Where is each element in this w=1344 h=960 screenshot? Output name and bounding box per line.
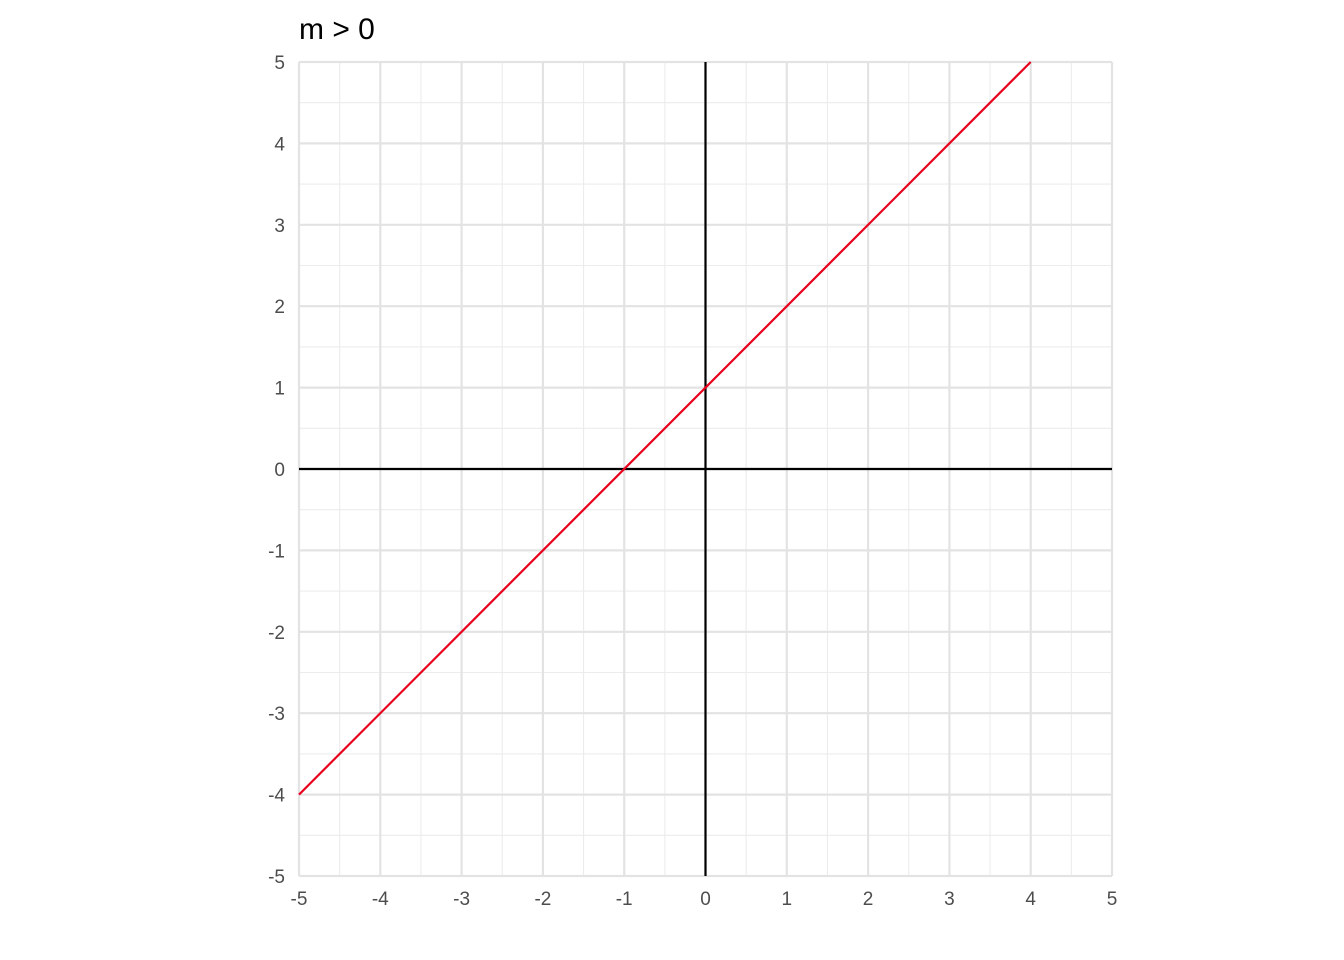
y-tick-label: 5	[274, 53, 285, 74]
y-tick-label: 1	[274, 379, 285, 400]
y-tick-label: 4	[274, 134, 285, 155]
x-tick-label: 1	[782, 889, 793, 910]
y-tick-label: -3	[268, 704, 285, 725]
x-tick-label: -4	[372, 889, 389, 910]
x-tick-label: -1	[616, 889, 633, 910]
x-tick-label: 4	[1025, 889, 1036, 910]
y-tick-label: 3	[274, 216, 285, 237]
y-tick-label: -5	[268, 867, 285, 888]
y-tick-label: -2	[268, 623, 285, 644]
x-tick-label: 3	[944, 889, 955, 910]
x-tick-label: -5	[291, 889, 308, 910]
axis-lines	[299, 62, 1112, 876]
x-tick-label: -2	[534, 889, 551, 910]
y-tick-label: -1	[268, 541, 285, 562]
y-tick-label: -4	[268, 786, 285, 807]
x-tick-label: 2	[863, 889, 874, 910]
series-line-0	[298, 61, 1032, 796]
x-tick-labels: -5 -4 -3 -2 -1 0 1 2 3 4 5	[291, 889, 1118, 910]
x-tick-label: -3	[453, 889, 470, 910]
chart-title: m > 0	[299, 13, 375, 46]
series-layer	[298, 61, 1032, 796]
y-tick-label: 2	[274, 297, 285, 318]
y-tick-labels: -5 -4 -3 -2 -1 0 1 2 3 4 5	[268, 53, 285, 888]
x-tick-label: 5	[1107, 889, 1118, 910]
x-tick-label: 0	[700, 889, 711, 910]
y-tick-label: 0	[274, 460, 285, 481]
